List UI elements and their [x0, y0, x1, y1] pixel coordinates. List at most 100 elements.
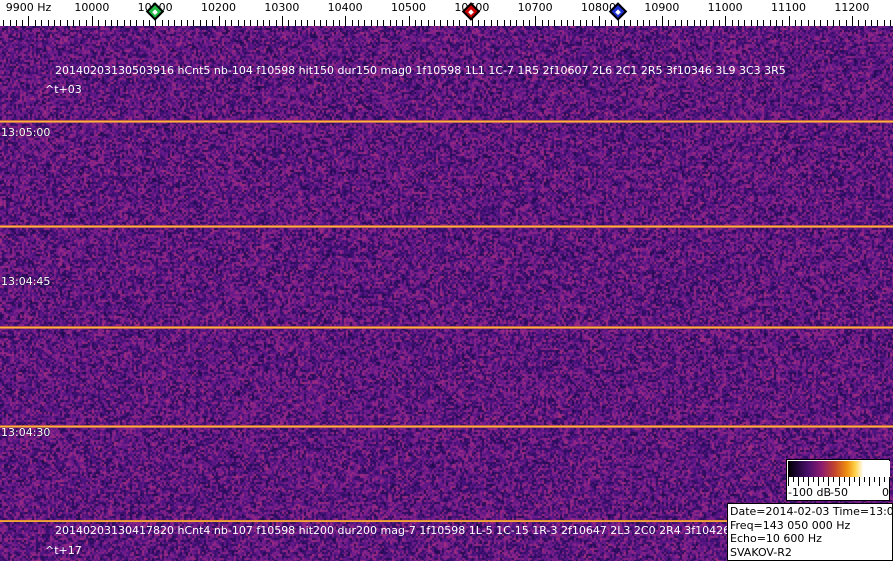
ruler-tick-minor	[611, 20, 612, 26]
ruler-tick-minor	[333, 20, 334, 26]
ruler-tick-minor	[751, 20, 752, 26]
ruler-tick-minor	[814, 20, 815, 26]
ruler-label: 9900 Hz	[5, 1, 52, 14]
ruler-tick-minor	[434, 20, 435, 26]
ruler-tick-minor	[516, 20, 517, 26]
ruler-tick-major	[155, 16, 156, 26]
ruler-tick-major	[852, 16, 853, 26]
waterfall-display[interactable]: 13:05:00 13:04:45 13:04:30 2014020313050391…	[0, 26, 893, 561]
ruler-tick-minor	[314, 20, 315, 26]
ruler-tick-minor	[649, 20, 650, 26]
ruler-tick-minor	[35, 20, 36, 26]
ruler-tick-minor	[440, 20, 441, 26]
colorbar-labels: -100 dB -50 0	[787, 486, 891, 501]
ruler-tick-minor	[288, 20, 289, 26]
ruler-tick-minor	[174, 20, 175, 26]
colorbar-tick-major	[859, 477, 860, 486]
ruler-tick-minor	[561, 20, 562, 26]
ruler-tick-minor	[225, 20, 226, 26]
time-axis-label: 13:04:30	[1, 426, 51, 439]
colorbar-tick-minor	[844, 477, 845, 482]
ruler-tick-minor	[238, 20, 239, 26]
ruler-tick-minor	[358, 20, 359, 26]
ruler-tick-minor	[111, 20, 112, 26]
ruler-tick-minor	[421, 20, 422, 26]
ruler-tick-minor	[22, 20, 23, 26]
time-axis-label: 13:05:00	[1, 126, 51, 139]
ruler-tick-minor	[827, 20, 828, 26]
ruler-tick-minor	[719, 20, 720, 26]
carrier-line	[0, 520, 893, 522]
ruler-tick-minor	[206, 20, 207, 26]
ruler-tick-minor	[307, 20, 308, 26]
ruler-tick-minor	[48, 20, 49, 26]
colorbar-tick-major	[788, 477, 789, 486]
ruler-tick-minor	[757, 20, 758, 26]
colorbar-tick-major	[879, 477, 880, 486]
ruler-tick-minor	[523, 20, 524, 26]
ruler-label: 10500	[391, 1, 426, 14]
ruler-tick-minor	[592, 20, 593, 26]
ruler-tick-minor	[478, 20, 479, 26]
ruler-tick-minor	[795, 20, 796, 26]
ruler-tick-minor	[244, 20, 245, 26]
ruler-tick-minor	[371, 20, 372, 26]
colorbar-tick-minor	[823, 477, 824, 482]
ruler-tick-minor	[396, 20, 397, 26]
ruler-tick-minor	[877, 20, 878, 26]
colorbar-tick-major	[818, 477, 819, 486]
ruler-tick-minor	[339, 20, 340, 26]
ruler-tick-minor	[193, 20, 194, 26]
ruler-tick-minor	[67, 20, 68, 26]
ruler-tick-minor	[782, 20, 783, 26]
colorbar-label: 0	[882, 486, 889, 499]
colorbar-tick-major	[828, 477, 829, 486]
ruler-tick-minor	[162, 20, 163, 26]
ruler-label: 10200	[201, 1, 236, 14]
colorbar-tick-major	[869, 477, 870, 486]
colorbar-tick-minor	[833, 477, 834, 482]
ruler-tick-minor	[3, 20, 4, 26]
colorbar-tick-minor	[854, 477, 855, 482]
spectrogram-noise-canvas	[0, 26, 893, 561]
ruler-tick-minor	[326, 20, 327, 26]
ruler-tick-minor	[181, 20, 182, 26]
ruler-tick-minor	[871, 20, 872, 26]
ruler-tick-major	[345, 16, 346, 26]
colorbar-gradient	[788, 461, 890, 477]
ruler-tick-minor	[529, 20, 530, 26]
ruler-tick-minor	[301, 20, 302, 26]
ruler-tick-major	[409, 16, 410, 26]
colorbar-tick-major	[798, 477, 799, 486]
ruler-tick-minor	[630, 20, 631, 26]
ruler-tick-major	[535, 16, 536, 26]
ruler-tick-minor	[453, 20, 454, 26]
ruler-tick-minor	[54, 20, 55, 26]
event-bottom-text: 20140203130417820 hCnt4 nb-107 f10598 hi…	[55, 524, 805, 537]
frequency-ruler[interactable]: 9900 Hz100001010010200103001040010500106…	[0, 0, 893, 26]
ruler-tick-minor	[466, 20, 467, 26]
ruler-tick-minor	[770, 20, 771, 26]
ruler-label: 10700	[517, 1, 553, 14]
marker-center-dot	[152, 8, 158, 15]
ruler-tick-minor	[383, 20, 384, 26]
ruler-tick-minor	[117, 20, 118, 26]
ruler-tick-minor	[212, 20, 213, 26]
carrier-line	[0, 425, 893, 428]
ruler-label: 10800	[581, 1, 616, 14]
status-info-box: Date=2014-02-03 Time=13:05 UTC Freq=143 …	[727, 503, 893, 561]
ruler-tick-major	[472, 16, 473, 26]
colorbar-tick-major	[808, 477, 809, 486]
ruler-tick-minor	[668, 20, 669, 26]
time-axis-label: 13:04:45	[1, 275, 51, 288]
ruler-tick-minor	[124, 20, 125, 26]
ruler-tick-major	[599, 16, 600, 26]
colorbar-label: -100 dB	[788, 486, 831, 499]
ruler-label: 10300	[264, 1, 300, 14]
ruler-tick-minor	[580, 20, 581, 26]
ruler-tick-minor	[700, 20, 701, 26]
colorbar-tick-major	[849, 477, 850, 486]
ruler-tick-minor	[637, 20, 638, 26]
ruler-tick-minor	[231, 20, 232, 26]
